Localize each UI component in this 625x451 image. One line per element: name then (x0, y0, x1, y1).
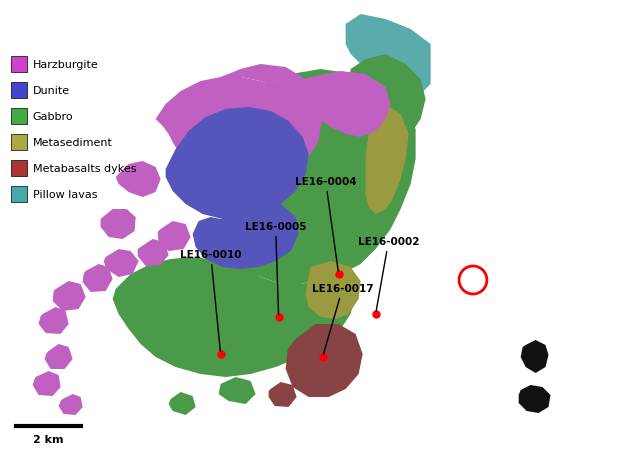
Text: Harzburgite: Harzburgite (32, 60, 98, 70)
Text: Metabasalts dykes: Metabasalts dykes (32, 164, 136, 174)
Polygon shape (39, 307, 69, 334)
Bar (11, 135, 27, 151)
Polygon shape (531, 330, 590, 447)
Bar (11, 83, 27, 99)
Polygon shape (104, 249, 139, 277)
Polygon shape (192, 205, 299, 269)
Text: 2 km: 2 km (33, 434, 63, 444)
Text: Gabbro: Gabbro (32, 112, 73, 122)
Polygon shape (82, 264, 112, 292)
Polygon shape (521, 340, 549, 373)
Text: Dunite: Dunite (32, 86, 70, 96)
Polygon shape (179, 115, 289, 192)
Polygon shape (169, 392, 196, 415)
Polygon shape (286, 324, 362, 397)
Polygon shape (221, 65, 326, 128)
Polygon shape (396, 35, 426, 60)
Polygon shape (166, 108, 309, 220)
Polygon shape (349, 55, 426, 150)
Polygon shape (219, 377, 256, 404)
Polygon shape (112, 258, 356, 377)
Polygon shape (156, 78, 321, 183)
Polygon shape (269, 382, 297, 407)
Bar (11, 57, 27, 73)
Text: LE16-0005: LE16-0005 (245, 221, 306, 314)
Polygon shape (44, 344, 72, 369)
Text: LE16-0010: LE16-0010 (180, 249, 241, 351)
Polygon shape (32, 371, 61, 396)
Bar (11, 187, 27, 202)
Polygon shape (439, 273, 496, 445)
Polygon shape (346, 15, 431, 95)
Polygon shape (138, 239, 169, 267)
Text: LE16-0002: LE16-0002 (358, 236, 419, 312)
Text: LE16-0017: LE16-0017 (312, 283, 373, 354)
Polygon shape (475, 265, 499, 290)
Polygon shape (116, 161, 161, 198)
Polygon shape (101, 210, 136, 239)
Polygon shape (59, 394, 82, 415)
Polygon shape (366, 105, 409, 215)
Polygon shape (52, 281, 86, 311)
Bar (11, 161, 27, 177)
Polygon shape (486, 295, 552, 440)
Text: Pillow lavas: Pillow lavas (32, 189, 97, 199)
Text: LE16-0004: LE16-0004 (295, 177, 356, 272)
Polygon shape (306, 262, 361, 319)
Polygon shape (211, 70, 416, 285)
Text: Metasediment: Metasediment (32, 138, 112, 147)
Polygon shape (519, 385, 551, 413)
Polygon shape (281, 72, 391, 138)
Bar (11, 109, 27, 125)
Polygon shape (158, 221, 191, 252)
